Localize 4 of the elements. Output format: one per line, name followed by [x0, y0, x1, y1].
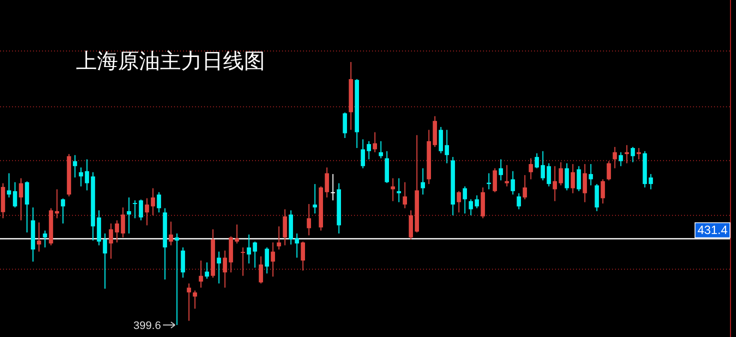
- ref-label: 431.4: [694, 222, 730, 238]
- title: 上海原油主力日线图: [76, 49, 265, 73]
- annotation: 399.6: [133, 320, 161, 332]
- annotation: 399.6: [133, 320, 176, 332]
